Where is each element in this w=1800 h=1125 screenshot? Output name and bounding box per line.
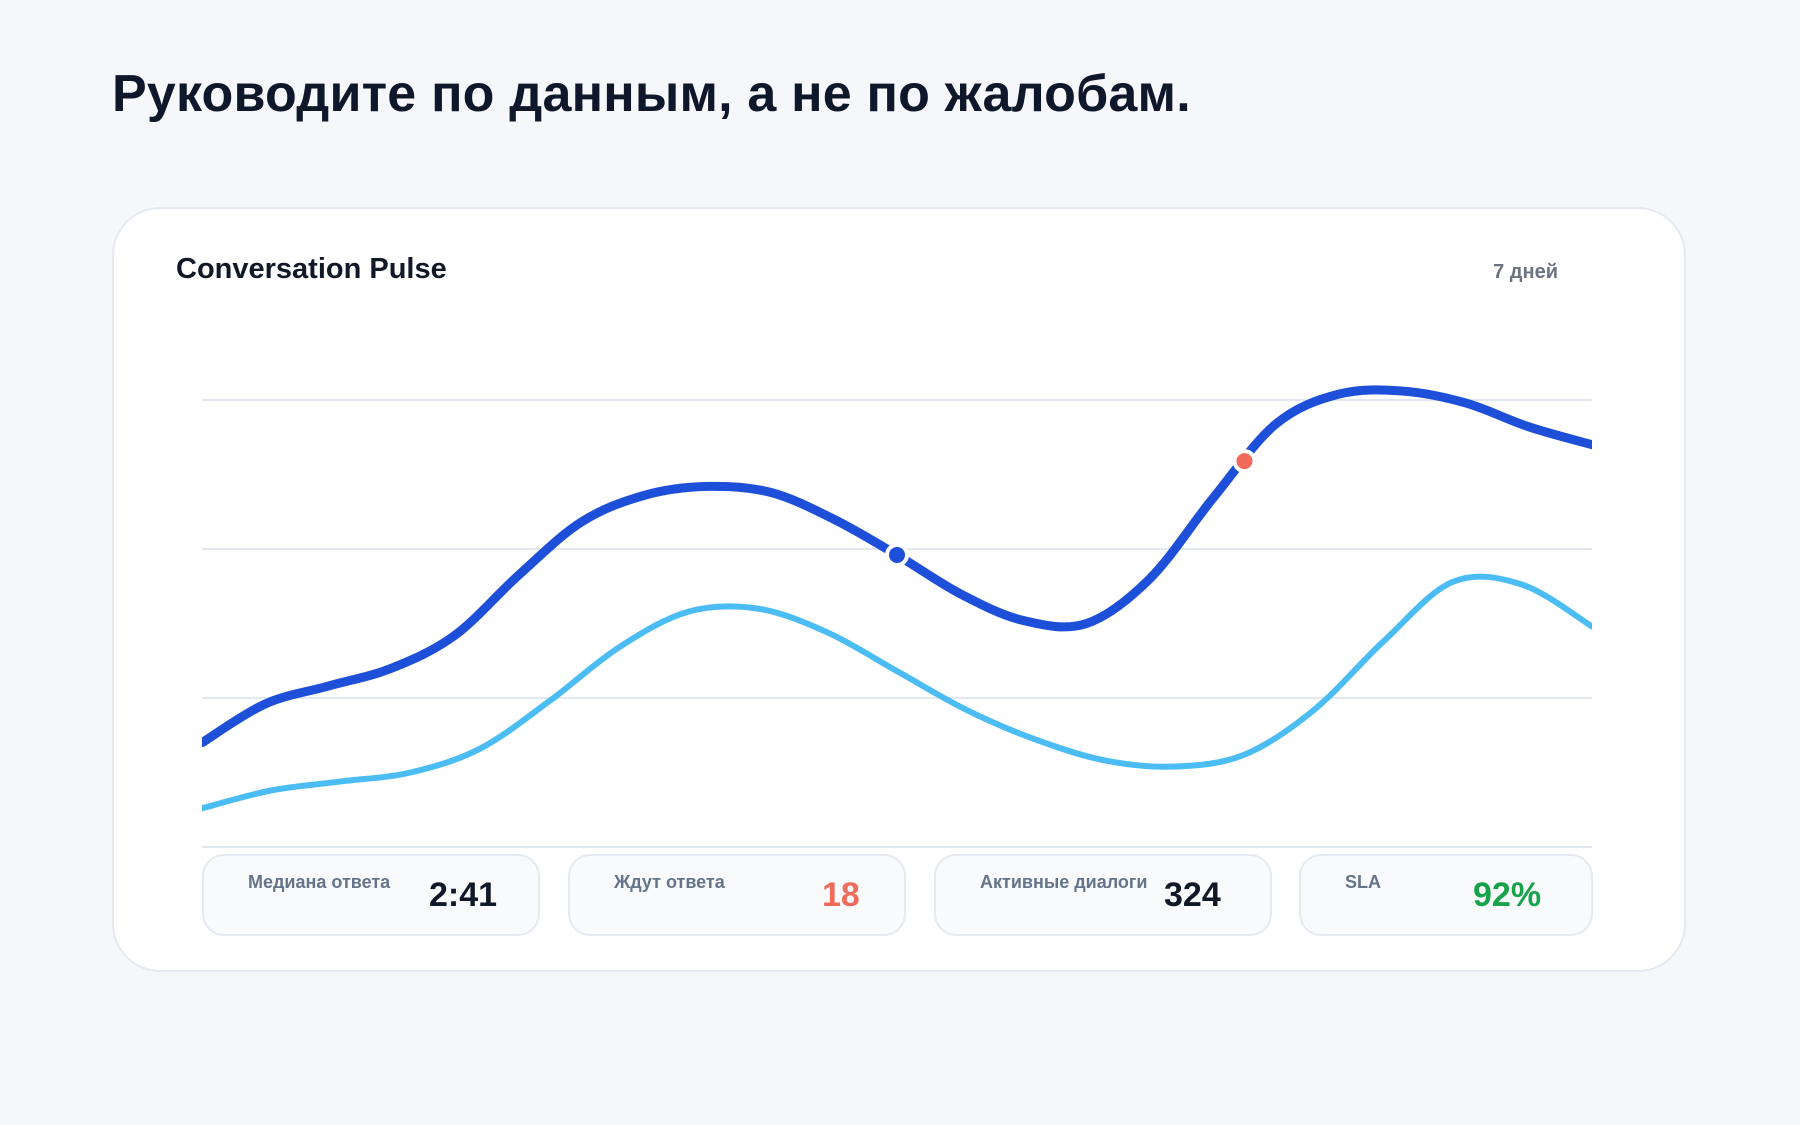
stat-value-active-dialogs: 324 <box>1164 876 1221 914</box>
page-headline: Руководите по данным, а не по жалобам. <box>112 65 1191 123</box>
stat-label-sla: SLA <box>1345 872 1381 892</box>
chart-marker-red[interactable] <box>1232 449 1257 474</box>
stat-label-waiting-response: Ждут ответа <box>614 872 725 892</box>
conversation-pulse-card: Conversation Pulse 7 дней Медиана ответа… <box>112 207 1686 972</box>
chart-marker-blue[interactable] <box>885 542 909 567</box>
period-selector[interactable]: 7 дней <box>1493 261 1558 283</box>
stat-card-waiting-response: Ждут ответа 18 <box>568 854 906 936</box>
stat-card-median-response: Медиана ответа 2:41 <box>202 854 540 936</box>
stat-card-active-dialogs: Активные диалоги 324 <box>934 854 1272 936</box>
stat-value-sla: 92% <box>1473 876 1542 914</box>
stat-card-sla: SLA 92% <box>1299 854 1593 936</box>
chart-series-group <box>202 385 1592 812</box>
conversation-chart <box>202 385 1592 848</box>
stat-label-median-response: Медиана ответа <box>248 872 391 892</box>
chart-grid <box>202 399 1592 848</box>
secondary-series-line <box>202 573 1592 812</box>
chart-markers <box>885 449 1257 567</box>
stat-label-active-dialogs: Активные диалоги <box>980 872 1148 892</box>
stat-value-median-response: 2:41 <box>429 876 498 914</box>
stat-value-waiting-response: 18 <box>822 876 860 914</box>
card-title: Conversation Pulse <box>176 253 447 285</box>
